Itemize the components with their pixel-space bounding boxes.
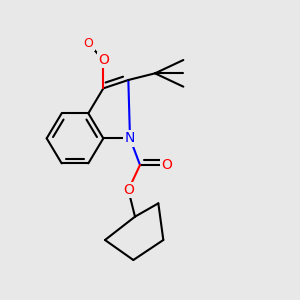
Text: N: N xyxy=(125,131,135,145)
Text: O: O xyxy=(123,183,134,197)
Text: O: O xyxy=(98,53,109,67)
Text: O: O xyxy=(83,37,93,50)
Text: O: O xyxy=(83,37,93,50)
Text: N: N xyxy=(125,131,135,145)
Text: O: O xyxy=(161,158,172,172)
